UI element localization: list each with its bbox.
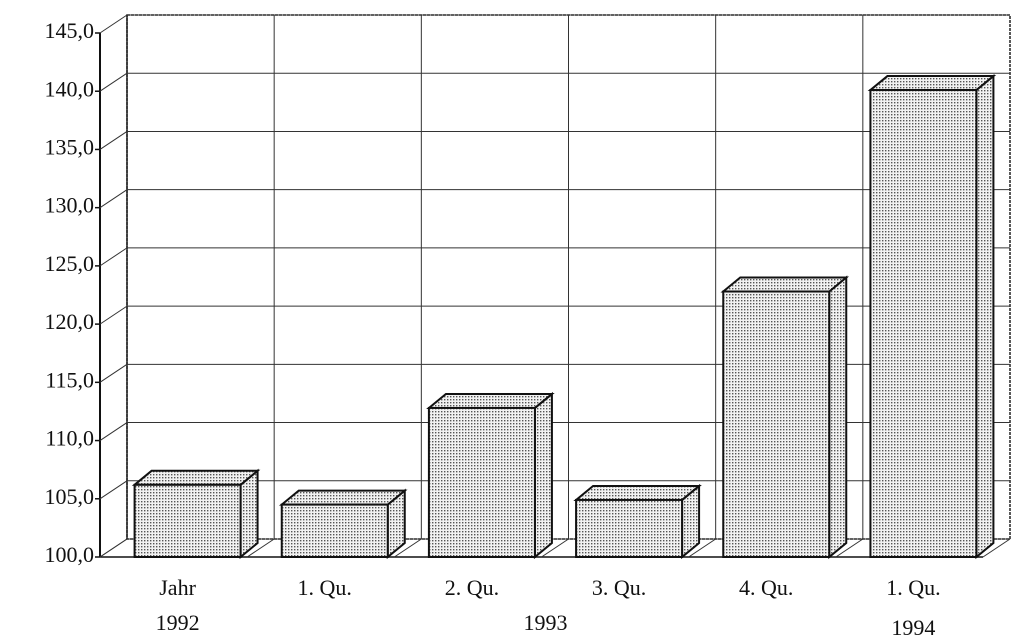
side-grid-line <box>99 480 128 500</box>
floor-tick <box>835 538 864 558</box>
bar <box>280 503 389 559</box>
bar-side <box>828 275 848 560</box>
y-tick-label: 125,0 <box>45 251 95 276</box>
x-tick-label: Jahr <box>159 575 196 600</box>
side-grid-line <box>99 247 128 267</box>
bar-top <box>573 484 702 501</box>
bar-top <box>426 392 555 409</box>
x-tick-label: 2. Qu. <box>445 575 499 600</box>
bar <box>869 89 978 559</box>
y-tick-label: 120,0 <box>45 309 95 334</box>
side-grid-line <box>99 14 128 34</box>
x-tick-label: 4. Qu. <box>739 575 793 600</box>
y-tick-label: 115,0 <box>45 367 94 392</box>
side-grid-line <box>99 422 128 441</box>
bar-side <box>533 391 553 560</box>
y-tick-label: 100,0 <box>45 542 95 567</box>
x-tick-label: 3. Qu. <box>592 575 646 600</box>
y-tick-label: 145,0 <box>45 18 95 43</box>
bar-side <box>975 73 995 560</box>
floor-tick <box>982 538 1011 558</box>
bar-top <box>720 276 850 293</box>
group-label: 1993 <box>524 610 568 635</box>
bar-top <box>278 489 408 506</box>
bar <box>575 498 684 559</box>
y-tick-label: 105,0 <box>45 484 95 509</box>
group-label: 1992 <box>156 610 200 635</box>
bar <box>427 406 536 558</box>
bar-top <box>867 75 997 92</box>
x-tick-label: 1. Qu. <box>886 575 940 600</box>
y-tick-label: 130,0 <box>45 193 95 218</box>
side-grid-line <box>99 189 128 209</box>
side-grid-line <box>99 363 128 383</box>
x-tick-label: 1. Qu. <box>298 575 352 600</box>
side-grid-line <box>99 305 128 325</box>
side-grid-line <box>99 538 128 558</box>
floor-tick <box>541 538 569 558</box>
side-grid-line <box>99 72 128 92</box>
group-label: 1994 <box>891 615 935 637</box>
bar <box>133 483 242 558</box>
floor-tick <box>688 538 716 558</box>
side-grid-line <box>99 131 128 150</box>
y-tick-label: 135,0 <box>45 134 95 159</box>
bar-top <box>131 469 261 486</box>
floor-tick <box>394 538 422 558</box>
bar <box>722 290 831 558</box>
y-tick-label: 140,0 <box>45 76 95 101</box>
y-tick-label: 110,0 <box>45 426 94 451</box>
floor-tick <box>246 538 275 558</box>
